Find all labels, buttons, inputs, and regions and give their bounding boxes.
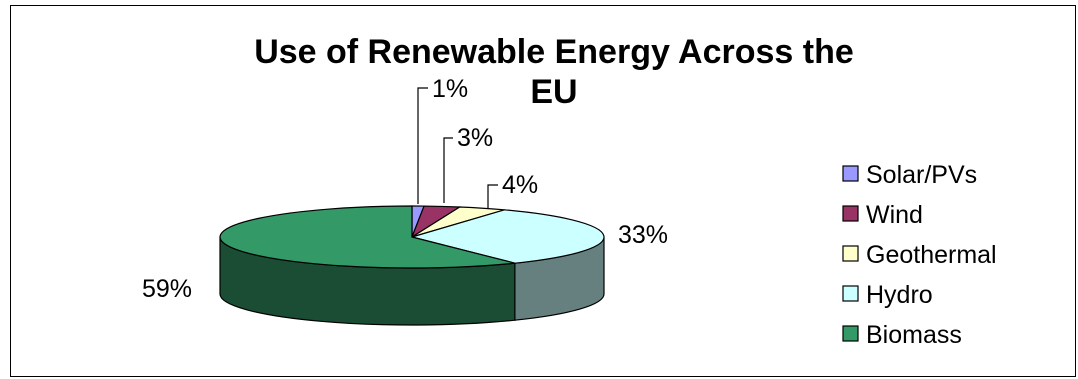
data-label-wind: 3% (457, 124, 493, 152)
leader-line-wind (444, 138, 453, 203)
legend-label-solar-pvs: Solar/PVs (866, 161, 977, 189)
legend-swatch-hydro (843, 286, 858, 301)
data-label-solar-pvs: 1% (432, 75, 468, 103)
legend-swatch-wind (843, 206, 858, 221)
legend: Solar/PVs Wind Geothermal Hydro Biomass (843, 161, 997, 349)
chart-title-line-1: Use of Renewable Energy Across the (254, 33, 854, 71)
chart-title: Use of Renewable Energy Across the EU (254, 33, 854, 111)
pie-slices (220, 206, 604, 325)
legend-item-hydro: Hydro (843, 281, 933, 309)
leader-line-solar-pvs (418, 88, 428, 204)
legend-label-biomass: Biomass (866, 321, 962, 349)
legend-label-wind: Wind (866, 201, 923, 229)
legend-item-wind: Wind (843, 201, 923, 229)
legend-item-geothermal: Geothermal (843, 241, 997, 269)
legend-swatch-biomass (843, 326, 858, 341)
leader-line-geothermal (488, 185, 498, 208)
data-label-geothermal: 4% (502, 171, 538, 199)
legend-label-hydro: Hydro (866, 281, 933, 309)
data-label-biomass: 59% (142, 275, 192, 303)
legend-item-solar-pvs: Solar/PVs (843, 161, 977, 189)
legend-label-geothermal: Geothermal (866, 241, 997, 269)
legend-item-biomass: Biomass (843, 321, 962, 349)
data-label-hydro: 33% (618, 221, 668, 249)
chart-title-line-2: EU (530, 73, 577, 111)
legend-swatch-geothermal (843, 246, 858, 261)
legend-swatch-solar-pvs (843, 166, 858, 181)
